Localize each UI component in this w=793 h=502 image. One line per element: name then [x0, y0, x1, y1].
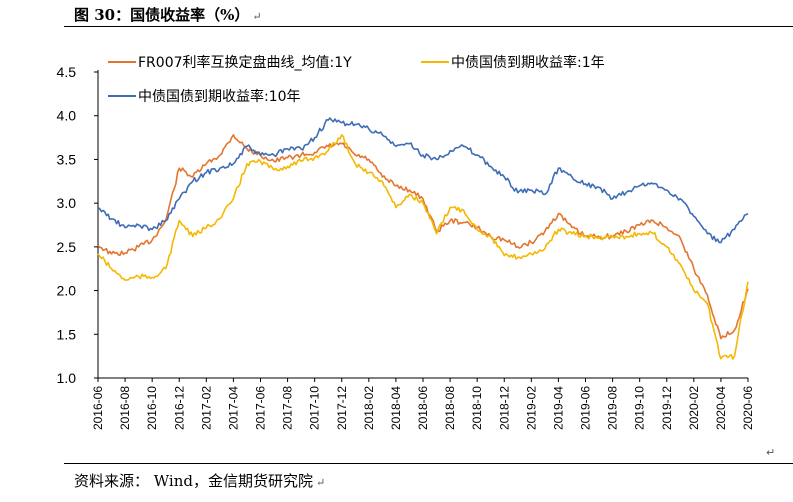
x-tick-label: 2016-08 — [118, 386, 132, 430]
y-tick-label: 1.5 — [57, 326, 77, 342]
x-tick-label: 2020-04 — [714, 386, 728, 430]
source-note-text: 资料来源： Wind，金信期货研究院 — [74, 472, 313, 490]
x-tick-label: 2020-06 — [741, 386, 755, 430]
x-tick-label: 2019-10 — [633, 386, 647, 430]
legend: FR007利率互换定盘曲线_均值:1Y 中债国债到期收益率:1年中债国债到期收益率… — [108, 54, 605, 105]
source-note: 资料来源： Wind，金信期货研究院 ↵ — [74, 470, 325, 491]
series-layer — [97, 117, 749, 360]
x-tick-label: 2016-12 — [172, 386, 186, 430]
legend-label-2: 中债国债到期收益率:10年 — [138, 88, 301, 105]
y-axis: 1.0 1.5 2.0 2.5 3.0 3.5 4.0 4.5 — [57, 64, 99, 386]
x-tick-label: 2016-06 — [91, 386, 105, 430]
paragraph-mark-icon: ↵ — [315, 476, 326, 489]
x-tick-label: 2018-08 — [443, 386, 457, 430]
x-tick-label: 2019-08 — [606, 386, 620, 430]
y-tick-label: 3.0 — [57, 195, 77, 211]
x-tick-label: 2018-04 — [389, 386, 403, 430]
x-tick-label: 2017-10 — [308, 386, 322, 430]
line-chart: 1.01.52.02.53.03.54.04.5 2016-06 2016-08 2… — [57, 54, 755, 430]
legend-label-1: 中债国债到期收益率:1年 — [451, 54, 605, 71]
y-tick-label: 2.0 — [57, 283, 77, 299]
x-axis: 2016-06 2016-08 2016-10 2016-12 2017-02 2017-… — [91, 377, 755, 430]
figure-title-text: 图 30：国债收益率（%） — [74, 6, 250, 24]
x-tick-label: 2018-12 — [497, 386, 511, 430]
y-tick-label: 4.0 — [57, 108, 77, 124]
header-divider — [64, 26, 793, 27]
y-tick-label: 1.0 — [57, 370, 77, 386]
x-tick-label: 2016-10 — [145, 386, 159, 430]
x-tick-label: 2017-08 — [281, 386, 295, 430]
x-tick-label: 2018-06 — [416, 386, 430, 430]
x-tick-label: 2017-12 — [335, 386, 349, 430]
x-tick-label: 2020-02 — [687, 386, 701, 430]
footer-divider — [64, 463, 793, 464]
x-tick-label: 2017-06 — [254, 386, 268, 430]
y-tick-label: 2.5 — [57, 239, 77, 255]
x-tick-label: 2019-02 — [524, 386, 538, 430]
paragraph-mark-icon: ↵ — [766, 446, 776, 459]
y-tick-label: 4.5 — [57, 64, 77, 80]
x-tick-label: 2018-10 — [470, 386, 484, 430]
x-tick-label: 2017-02 — [199, 386, 213, 430]
legend-label-0: FR007利率互换定盘曲线_均值:1Y — [138, 54, 352, 71]
series-line-2 — [97, 117, 749, 244]
figure-title: 图 30：国债收益率（%） ↵ — [74, 4, 262, 25]
x-tick-label: 2018-02 — [362, 386, 376, 430]
x-tick-label: 2019-04 — [551, 386, 565, 430]
page-header: 图 30：国债收益率（%） ↵ — [0, 0, 793, 30]
series-line-1 — [97, 134, 749, 360]
y-tick-label: 3.5 — [57, 151, 77, 167]
x-tick-label: 2019-12 — [660, 386, 674, 430]
series-line-0 — [97, 134, 749, 340]
paragraph-mark-icon: ↵ — [252, 10, 262, 23]
x-tick-label: 2017-04 — [226, 386, 240, 430]
x-tick-label: 2019-06 — [579, 386, 593, 430]
